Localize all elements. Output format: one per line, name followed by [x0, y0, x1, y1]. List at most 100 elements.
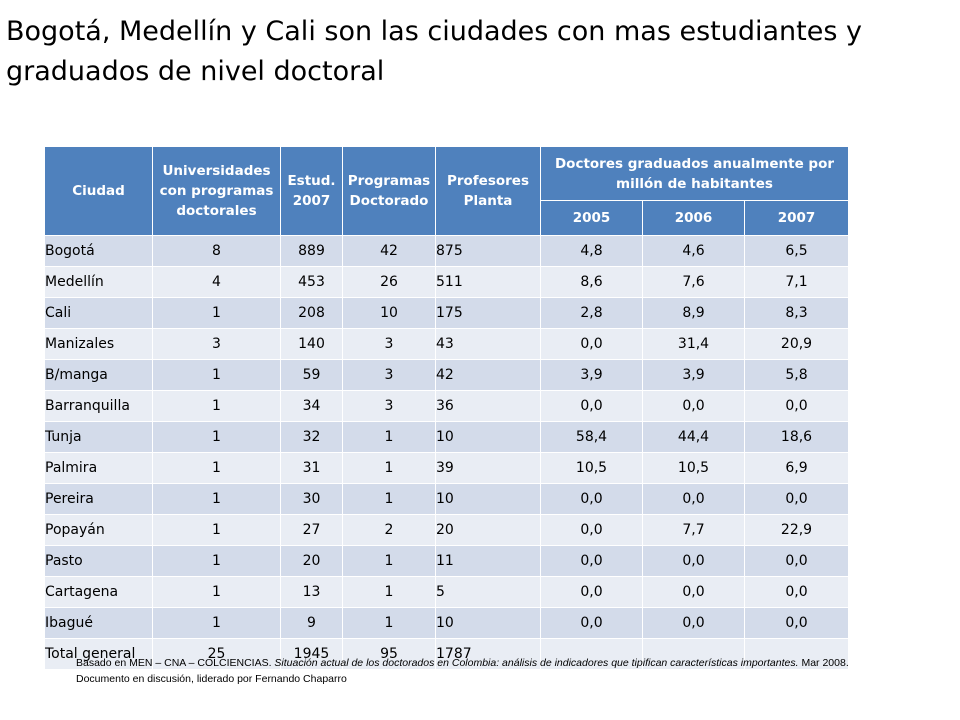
- cell-students: 13: [280, 576, 343, 608]
- table-row: Medellín 4 453 26 511 8,6 7,6 7,1: [44, 266, 849, 298]
- cell-2005: 2,8: [540, 297, 643, 329]
- cell-city: Barranquilla: [44, 390, 153, 422]
- cell-universities: 1: [152, 607, 281, 639]
- cell-professors: 42: [435, 359, 541, 391]
- header-doctors-group: Doctores graduados anualmente por millón…: [540, 146, 849, 201]
- cell-students: 31: [280, 452, 343, 484]
- cell-programs: 3: [342, 359, 436, 391]
- cell-universities: 1: [152, 576, 281, 608]
- cell-students: 140: [280, 328, 343, 360]
- header-students: Estud. 2007: [280, 146, 343, 236]
- cell-professors: 1787: [435, 638, 541, 670]
- cell-2006: 0,0: [642, 607, 745, 639]
- table-row: Ibagué 1 9 1 10 0,0 0,0 0,0: [44, 607, 849, 639]
- cell-universities: 1: [152, 421, 281, 453]
- cell-2005: 0,0: [540, 576, 643, 608]
- cell-programs: 1: [342, 483, 436, 515]
- cell-programs: 10: [342, 297, 436, 329]
- header-universities: Universidades con programas doctorales: [152, 146, 281, 236]
- cell-2005: 10,5: [540, 452, 643, 484]
- cell-professors: 10: [435, 607, 541, 639]
- cell-professors: 10: [435, 483, 541, 515]
- cell-programs: 95: [342, 638, 436, 670]
- table-row: Cali 1 208 10 175 2,8 8,9 8,3: [44, 297, 849, 329]
- cell-2007: 8,3: [744, 297, 849, 329]
- cell-2007: [744, 638, 849, 670]
- cell-2006: 0,0: [642, 576, 745, 608]
- header-professors: Profesores Planta: [435, 146, 541, 236]
- cell-2007: 6,5: [744, 235, 849, 267]
- cell-2007: 0,0: [744, 576, 849, 608]
- header-year-2005: 2005: [540, 200, 643, 236]
- cell-2006: 3,9: [642, 359, 745, 391]
- cell-city: B/manga: [44, 359, 153, 391]
- cell-universities: 1: [152, 390, 281, 422]
- cell-programs: 1: [342, 607, 436, 639]
- cell-2006: 31,4: [642, 328, 745, 360]
- cell-universities: 1: [152, 483, 281, 515]
- cell-2007: 22,9: [744, 514, 849, 546]
- cell-students: 9: [280, 607, 343, 639]
- cell-universities: 1: [152, 297, 281, 329]
- table-row: Cartagena 1 13 1 5 0,0 0,0 0,0: [44, 576, 849, 608]
- table-row: Total general 25 1945 95 1787: [44, 638, 849, 670]
- cell-students: 889: [280, 235, 343, 267]
- table-row: Tunja 1 32 1 10 58,4 44,4 18,6: [44, 421, 849, 453]
- cell-2006: 4,6: [642, 235, 745, 267]
- cell-2007: 6,9: [744, 452, 849, 484]
- cell-city: Medellín: [44, 266, 153, 298]
- cell-programs: 1: [342, 452, 436, 484]
- cell-professors: 39: [435, 452, 541, 484]
- cell-professors: 36: [435, 390, 541, 422]
- cell-2005: 0,0: [540, 483, 643, 515]
- cell-2005: 0,0: [540, 607, 643, 639]
- table-row: Palmira 1 31 1 39 10,5 10,5 6,9: [44, 452, 849, 484]
- cell-2005: [540, 638, 643, 670]
- header-programs: Programas Doctorado: [342, 146, 436, 236]
- cell-professors: 511: [435, 266, 541, 298]
- cell-city: Manizales: [44, 328, 153, 360]
- cell-2007: 18,6: [744, 421, 849, 453]
- cell-students: 208: [280, 297, 343, 329]
- cell-2006: 0,0: [642, 483, 745, 515]
- cell-students: 30: [280, 483, 343, 515]
- footnote-suffix: Mar 2008. Documento en discusión, lidera…: [76, 657, 849, 685]
- cell-city: Cartagena: [44, 576, 153, 608]
- cell-city: Tunja: [44, 421, 153, 453]
- table-row: Manizales 3 140 3 43 0,0 31,4 20,9: [44, 328, 849, 360]
- table-row: Barranquilla 1 34 3 36 0,0 0,0 0,0: [44, 390, 849, 422]
- cell-universities: 1: [152, 545, 281, 577]
- table-row: Popayán 1 27 2 20 0,0 7,7 22,9: [44, 514, 849, 546]
- table-row: B/manga 1 59 3 42 3,9 3,9 5,8: [44, 359, 849, 391]
- cell-programs: 3: [342, 328, 436, 360]
- cell-city: Ibagué: [44, 607, 153, 639]
- cell-2006: 8,9: [642, 297, 745, 329]
- cell-students: 59: [280, 359, 343, 391]
- header-year-2007: 2007: [744, 200, 849, 236]
- cell-2007: 5,8: [744, 359, 849, 391]
- cell-2006: 7,7: [642, 514, 745, 546]
- header-city: Ciudad: [44, 146, 153, 236]
- cell-2005: 0,0: [540, 390, 643, 422]
- cell-programs: 1: [342, 545, 436, 577]
- cell-2005: 0,0: [540, 328, 643, 360]
- cell-2007: 0,0: [744, 607, 849, 639]
- cell-programs: 3: [342, 390, 436, 422]
- cell-city: Popayán: [44, 514, 153, 546]
- cell-2005: 58,4: [540, 421, 643, 453]
- cell-2006: 0,0: [642, 390, 745, 422]
- cell-2006: 0,0: [642, 545, 745, 577]
- cell-2006: 44,4: [642, 421, 745, 453]
- footnote-title: Situación actual de los doctorados en Co…: [274, 657, 799, 669]
- cell-2007: 0,0: [744, 483, 849, 515]
- cell-2007: 0,0: [744, 390, 849, 422]
- cell-programs: 42: [342, 235, 436, 267]
- cell-programs: 26: [342, 266, 436, 298]
- cell-universities: 3: [152, 328, 281, 360]
- cell-city: Total general: [44, 638, 153, 670]
- cell-professors: 5: [435, 576, 541, 608]
- table-row: Pasto 1 20 1 11 0,0 0,0 0,0: [44, 545, 849, 577]
- cell-professors: 875: [435, 235, 541, 267]
- cell-universities: 1: [152, 514, 281, 546]
- header-year-2006: 2006: [642, 200, 745, 236]
